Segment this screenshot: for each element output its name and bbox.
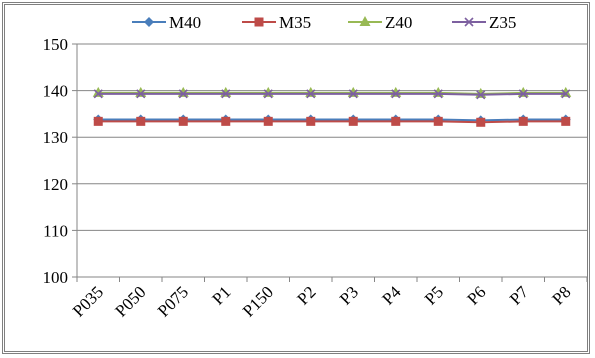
data-point-z35 — [221, 89, 231, 99]
data-point-m35 — [136, 116, 146, 126]
data-point-z35 — [348, 89, 358, 99]
y-tick-label: 130 — [43, 128, 69, 147]
x-tick-label: P7 — [506, 282, 532, 308]
data-point-m35 — [306, 116, 316, 126]
chart-frame — [2, 2, 590, 354]
data-point-z35 — [178, 89, 188, 99]
y-tick-label: 120 — [43, 175, 69, 194]
legend-label: Z40 — [385, 13, 412, 32]
data-point-m35 — [391, 116, 401, 126]
y-tick-label: 110 — [43, 221, 68, 240]
data-point-m35 — [348, 116, 358, 126]
x-tick-label: P075 — [154, 282, 192, 320]
x-tick-label: P2 — [293, 282, 319, 308]
series-line-z35 — [98, 92, 566, 96]
x-tick-label: P8 — [548, 282, 574, 308]
y-tick-label: 140 — [43, 82, 69, 101]
data-point-z35 — [518, 89, 528, 99]
x-tick-label: P4 — [378, 282, 404, 308]
x-tick-label: P5 — [421, 282, 447, 308]
y-tick-label: 100 — [43, 268, 69, 287]
x-tick-label: P150 — [239, 282, 277, 320]
data-point-z35 — [561, 89, 571, 99]
legend-marker-z40 — [359, 16, 371, 26]
x-tick-label: P035 — [69, 282, 107, 320]
data-point-z35 — [476, 90, 486, 100]
x-tick-label: P6 — [463, 282, 489, 308]
data-point-m35 — [476, 117, 486, 127]
legend-marker-m40 — [144, 17, 154, 27]
y-tick-label: 150 — [43, 35, 69, 54]
data-point-z35 — [93, 89, 103, 99]
data-point-m35 — [561, 116, 571, 126]
series-line-m35 — [98, 120, 566, 124]
data-point-m35 — [433, 116, 443, 126]
data-point-z35 — [263, 89, 273, 99]
x-tick-label: P3 — [336, 282, 362, 308]
data-point-z35 — [391, 89, 401, 99]
legend-marker-z35 — [464, 17, 474, 27]
legend-label: M40 — [169, 13, 201, 32]
data-point-z35 — [433, 89, 443, 99]
x-tick-label: P050 — [111, 282, 149, 320]
data-point-z35 — [306, 89, 316, 99]
data-point-m35 — [178, 116, 188, 126]
data-point-m35 — [221, 116, 231, 126]
data-point-z40 — [517, 86, 529, 97]
legend-label: Z35 — [489, 13, 516, 32]
legend-label: M35 — [279, 13, 311, 32]
x-tick-label: P1 — [208, 282, 234, 308]
data-point-m35 — [93, 116, 103, 126]
data-point-z40 — [560, 86, 572, 97]
data-point-m35 — [518, 116, 528, 126]
series-line-m40 — [98, 118, 566, 122]
legend-marker-m35 — [254, 17, 264, 27]
data-point-z35 — [136, 89, 146, 99]
data-point-m35 — [263, 116, 273, 126]
